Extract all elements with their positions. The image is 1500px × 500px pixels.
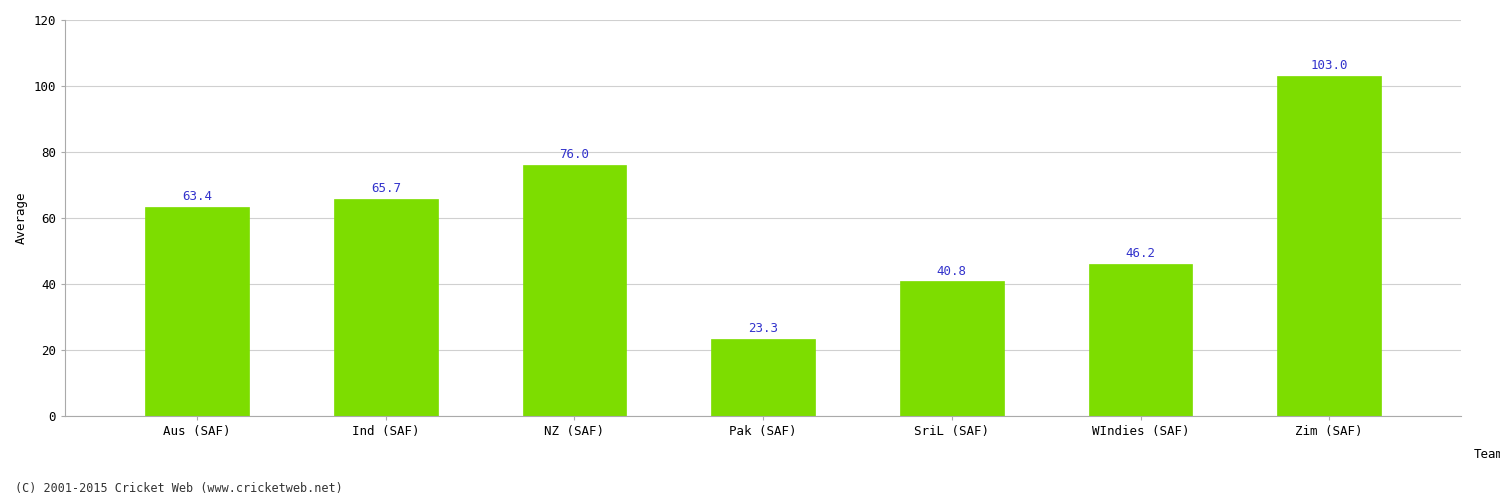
Text: 103.0: 103.0 (1311, 59, 1348, 72)
Bar (1278, 76, 1382, 416)
Text: 46.2: 46.2 (1125, 246, 1155, 260)
X-axis label: Team: Team (1474, 448, 1500, 461)
Text: 23.3: 23.3 (748, 322, 778, 336)
Text: 40.8: 40.8 (938, 264, 968, 278)
Text: (C) 2001-2015 Cricket Web (www.cricketweb.net): (C) 2001-2015 Cricket Web (www.cricketwe… (15, 482, 342, 495)
Text: 76.0: 76.0 (560, 148, 590, 162)
Bar (900, 282, 1004, 416)
Bar (1089, 264, 1192, 416)
Text: 63.4: 63.4 (182, 190, 212, 203)
Bar (334, 200, 438, 416)
Bar (711, 340, 815, 416)
Bar (146, 207, 249, 416)
Y-axis label: Average: Average (15, 192, 28, 244)
Text: 65.7: 65.7 (370, 182, 400, 196)
Bar (522, 166, 627, 416)
